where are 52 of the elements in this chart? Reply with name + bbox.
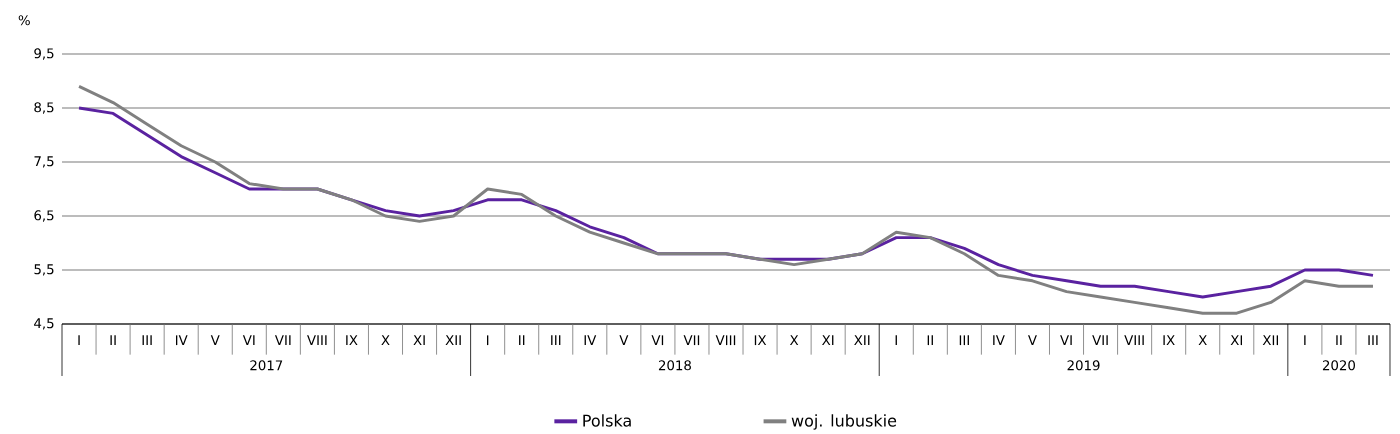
y-tick-label: 4,5 [34, 318, 54, 330]
x-tick-label: VIII [715, 335, 736, 346]
x-tick-label: VIII [307, 335, 327, 346]
x-tick-label: VI [242, 335, 255, 346]
x-tick-label: XI [1230, 335, 1242, 346]
x-tick-label: X [789, 335, 799, 346]
x-tick-label: VII [1092, 335, 1108, 346]
x-tick-label: III [959, 335, 969, 346]
x-tick-label: XII [1262, 335, 1279, 346]
text: 2019 [1067, 360, 1100, 371]
x-tick-label: I [1304, 335, 1306, 346]
x-tick-label: VI [1060, 335, 1072, 346]
x-tick-label: IX [346, 335, 358, 346]
y-tick-label: 8,5 [34, 102, 54, 114]
legend-label: Polska [583, 414, 631, 427]
x-tick-label: IV [993, 335, 1005, 346]
x-tick-label: XII [854, 335, 870, 346]
y-axis-title: % [18, 15, 30, 26]
x-tick-label: IV [584, 335, 597, 346]
x-tick-label: I [895, 335, 897, 346]
x-tick-label: II [110, 335, 116, 346]
text: 2018 [658, 360, 691, 371]
x-tick-label: VII [683, 335, 700, 346]
x-tick-label: I [78, 335, 80, 346]
x-tick-label: IX [754, 335, 767, 346]
x-tick-label: III [1368, 335, 1378, 346]
x-tick-label: II [519, 335, 525, 346]
x-tick-label: IX [1163, 335, 1175, 346]
x-tick-label: I [487, 335, 489, 346]
y-tick-label: 5,5 [34, 264, 54, 276]
x-tick-label: V [210, 335, 220, 346]
legend-label: woj. lubuskie [791, 414, 897, 430]
x-tick-label: V [619, 335, 629, 346]
y-tick-label: 6,5 [34, 210, 54, 222]
x-tick-label: XII [445, 335, 461, 346]
x-tick-label: X [381, 335, 390, 346]
x-tick-label: III [551, 335, 561, 346]
x-tick-label: II [1336, 335, 1342, 346]
text: 2017 [250, 360, 283, 371]
x-tick-label: IV [175, 335, 188, 346]
text: 2020 [1322, 360, 1356, 371]
x-tick-label: VI [651, 335, 664, 346]
x-tick-label: XI [413, 335, 425, 346]
x-tick-label: VII [274, 335, 291, 346]
x-tick-label: II [927, 335, 933, 346]
y-tick-label: 7,5 [34, 156, 54, 168]
x-tick-label: III [142, 335, 152, 346]
x-tick-label: XI [822, 335, 834, 346]
y-tick-label: 9,5 [34, 48, 54, 60]
x-tick-label: X [1198, 335, 1207, 346]
x-tick-label: VIII [1124, 335, 1144, 346]
x-tick-label: V [1028, 335, 1037, 346]
